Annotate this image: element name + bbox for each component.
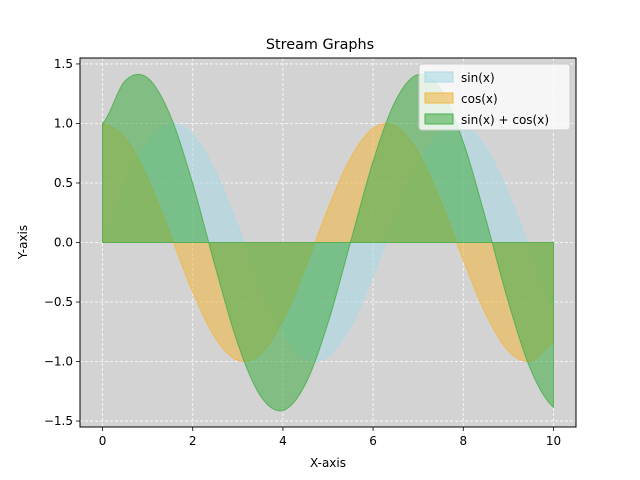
- x-tick-label: 10: [546, 434, 561, 448]
- y-tick-label: −1.5: [44, 414, 73, 428]
- legend-box: [418, 63, 571, 131]
- y-tick-label: 1.5: [54, 57, 73, 71]
- x-tick-label: 6: [369, 434, 377, 448]
- x-axis-label: X-axis: [310, 456, 346, 470]
- series-area-2: [102, 73, 554, 412]
- y-tick-label: 1.0: [54, 116, 73, 130]
- legend-label: sin(x): [461, 71, 495, 85]
- x-axis-ticks: 0 2 4 6 8 10: [99, 427, 561, 448]
- x-tick-label: 0: [99, 434, 107, 448]
- y-tick-label: −0.5: [44, 295, 73, 309]
- x-tick-label: 2: [189, 434, 197, 448]
- series-areas: [101, 73, 554, 412]
- x-tick-label: 4: [279, 434, 287, 448]
- legend-label: cos(x): [461, 92, 498, 106]
- legend-label: sin(x) + cos(x): [461, 113, 549, 127]
- legend-swatch: [424, 71, 454, 83]
- y-axis-ticks: −1.5 −1.0 −0.5 0.0 0.5 1.0 1.5: [44, 57, 80, 428]
- y-tick-label: 0.0: [54, 236, 73, 250]
- y-tick-label: −1.0: [44, 355, 73, 369]
- legend-swatch: [424, 92, 454, 104]
- y-tick-label: 0.5: [54, 176, 73, 190]
- chart-title: Stream Graphs: [266, 37, 374, 53]
- legend: sin(x) cos(x) sin(x) + cos(x): [418, 63, 571, 131]
- y-axis-label: Y-axis: [16, 225, 30, 260]
- legend-swatch: [424, 113, 454, 125]
- x-tick-label: 8: [459, 434, 467, 448]
